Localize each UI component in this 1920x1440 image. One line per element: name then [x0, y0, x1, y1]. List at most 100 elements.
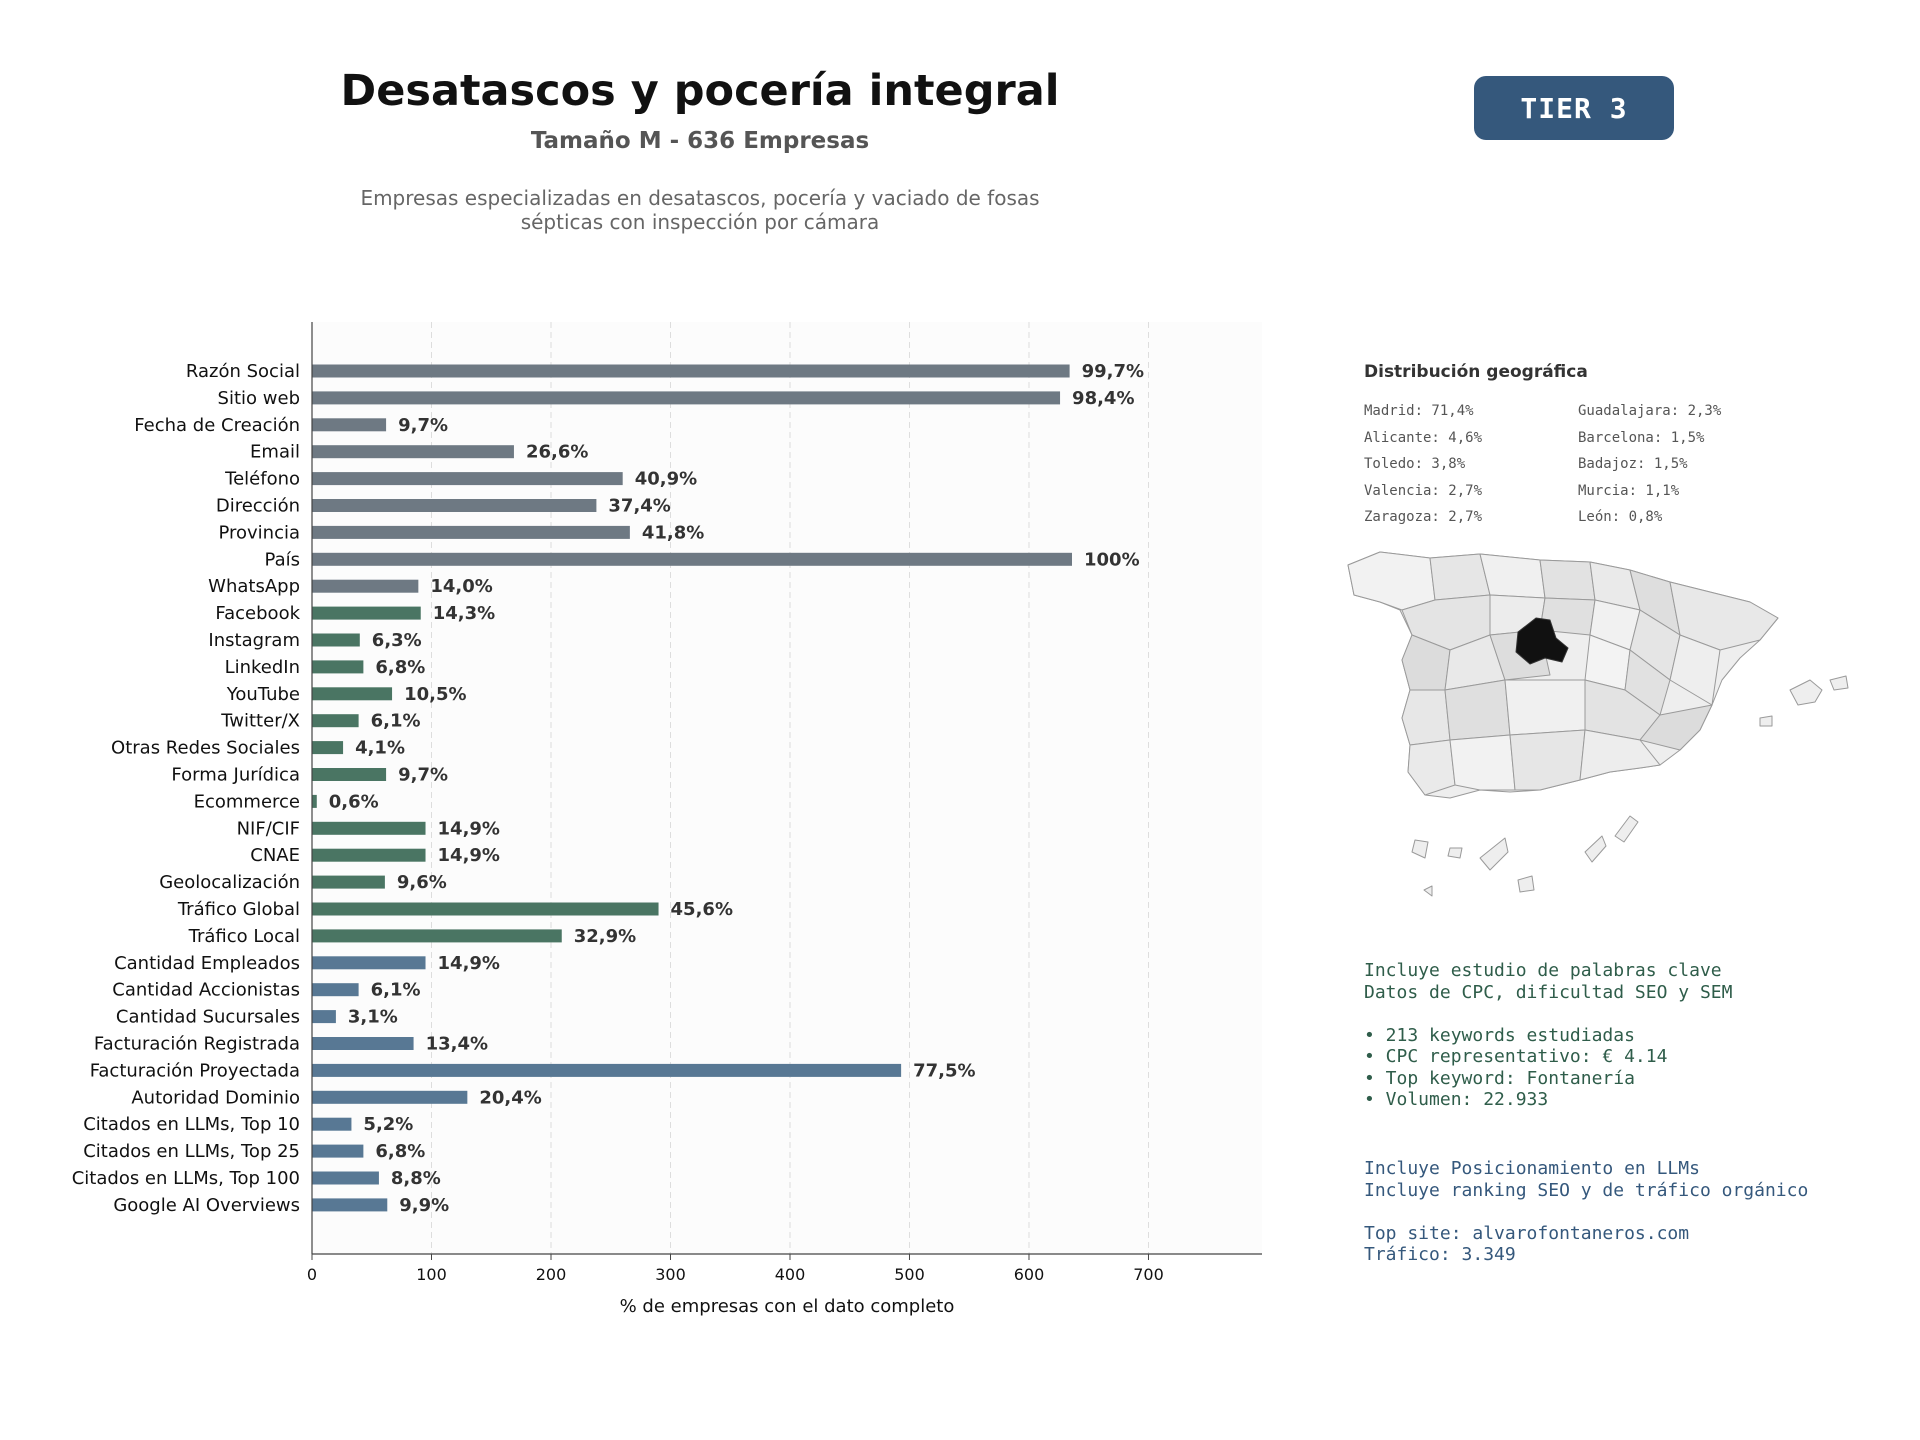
category-label: País [265, 549, 300, 570]
map-region [1449, 734, 1516, 791]
geo-entry: Guadalajara: 2,3% [1578, 403, 1722, 419]
value-label: 14,3% [433, 603, 495, 624]
value-label: 6,1% [371, 980, 421, 1001]
bar [312, 1144, 364, 1158]
category-label: Tráfico Global [177, 899, 300, 920]
geo-entry: Madrid: 71,4% [1364, 403, 1474, 419]
category-label: YouTube [226, 684, 300, 705]
x-tick-label: 600 [1014, 1265, 1045, 1284]
keywords-bullet: • 213 keywords estudiadas [1364, 1024, 1635, 1046]
geo-entry: Murcia: 1,1% [1578, 482, 1680, 499]
page-subtitle: Tamaño M - 636 Empresas [530, 128, 870, 154]
value-label: 6,3% [372, 630, 422, 651]
bar [312, 929, 562, 943]
keywords-line: Datos de CPC, dificultad SEO y SEM [1364, 981, 1733, 1003]
bar [312, 1037, 414, 1050]
keywords-bullet: • Top keyword: Fontanería [1364, 1067, 1635, 1089]
map-canary [1517, 875, 1535, 893]
category-label: Email [250, 442, 300, 463]
category-label: Instagram [208, 630, 300, 651]
value-label: 0,6% [329, 791, 379, 812]
category-label: Citados en LLMs, Top 25 [83, 1141, 300, 1162]
map-canary [1423, 885, 1433, 897]
value-label: 6,8% [375, 657, 425, 678]
bar [312, 956, 426, 970]
bar [312, 525, 630, 539]
value-label: 9,7% [398, 415, 448, 436]
bar [312, 821, 426, 835]
geo-entry: Barcelona: 1,5% [1578, 429, 1705, 446]
value-label: 14,9% [438, 818, 500, 839]
geo-title: Distribución geográfica [1364, 362, 1588, 382]
bar [312, 794, 317, 808]
value-label: 32,9% [574, 926, 636, 947]
category-label: Fecha de Creación [134, 415, 300, 436]
category-label: Forma Jurídica [171, 765, 300, 786]
category-label: Teléfono [224, 469, 300, 490]
geo-entry: León: 0,8% [1578, 509, 1663, 525]
value-label: 45,6% [671, 899, 733, 920]
spain-map [1347, 551, 1849, 897]
x-tick-label: 500 [894, 1265, 925, 1284]
bar [312, 1198, 388, 1212]
value-label: 8,8% [391, 1168, 441, 1189]
map-canary [1614, 815, 1639, 843]
keywords-bullet: • Volumen: 22.933 [1364, 1089, 1549, 1110]
map-region [1479, 553, 1546, 599]
geo-entry: Valencia: 2,7% [1364, 482, 1483, 499]
value-label: 3,1% [348, 1007, 398, 1028]
bar [312, 633, 360, 647]
category-label: Cantidad Sucursales [116, 1007, 300, 1028]
value-label: 6,8% [375, 1141, 425, 1162]
value-label: 14,9% [438, 845, 500, 866]
bar [312, 1010, 336, 1024]
map-region [1347, 551, 1436, 611]
value-label: 14,9% [438, 953, 500, 974]
description-line: Empresas especializadas en desatascos, p… [360, 186, 1040, 210]
map-region-madrid [1515, 617, 1569, 665]
map-canary [1447, 847, 1463, 859]
bar [312, 606, 421, 620]
bar [312, 1171, 379, 1185]
x-tick-label: 400 [775, 1265, 806, 1284]
geo-entry: Badajoz: 1,5% [1578, 456, 1688, 472]
value-label: 13,4% [426, 1034, 488, 1055]
category-label: Dirección [216, 496, 300, 517]
category-label: Provincia [218, 522, 300, 543]
x-tick-label: 700 [1133, 1265, 1164, 1284]
category-label: Citados en LLMs, Top 100 [72, 1168, 300, 1189]
tier-badge: TIER 3 [1474, 76, 1674, 140]
category-label: NIF/CIF [237, 818, 300, 839]
bar [312, 660, 364, 674]
bar [312, 1090, 468, 1104]
bar [312, 741, 344, 755]
category-label: Cantidad Empleados [114, 953, 300, 974]
bar [312, 1063, 902, 1077]
value-label: 9,9% [399, 1195, 449, 1216]
map-region [1401, 689, 1451, 746]
bar [312, 687, 393, 701]
x-tick-label: 300 [655, 1265, 686, 1284]
geo-list: Madrid: 71,4% Guadalajara: 2,3% Alicante… [1364, 398, 1784, 531]
category-label: Facturación Registrada [94, 1034, 300, 1055]
map-region [1504, 679, 1586, 736]
category-label: Citados en LLMs, Top 10 [83, 1114, 300, 1135]
category-label: Facturación Proyectada [90, 1060, 300, 1081]
map-canary [1584, 835, 1607, 863]
map-region [1509, 729, 1586, 791]
category-label: Otras Redes Sociales [111, 738, 300, 759]
category-label: Autoridad Dominio [131, 1087, 300, 1108]
llm-line: Incluye Posicionamiento en LLMs [1364, 1158, 1700, 1179]
value-label: 10,5% [404, 684, 466, 705]
bar [312, 445, 514, 459]
category-label: Cantidad Accionistas [112, 980, 300, 1001]
category-label: Twitter/X [220, 711, 300, 732]
x-tick-label: 0 [307, 1265, 317, 1284]
map-balearic [1759, 715, 1773, 727]
map-canary [1479, 837, 1509, 871]
page-description: Empresas especializadas en desatascos, p… [340, 186, 1060, 234]
value-label: 20,4% [479, 1087, 541, 1108]
x-axis-label: % de empresas con el dato completo [620, 1296, 955, 1317]
category-label: CNAE [250, 845, 300, 866]
value-label: 98,4% [1072, 388, 1134, 409]
